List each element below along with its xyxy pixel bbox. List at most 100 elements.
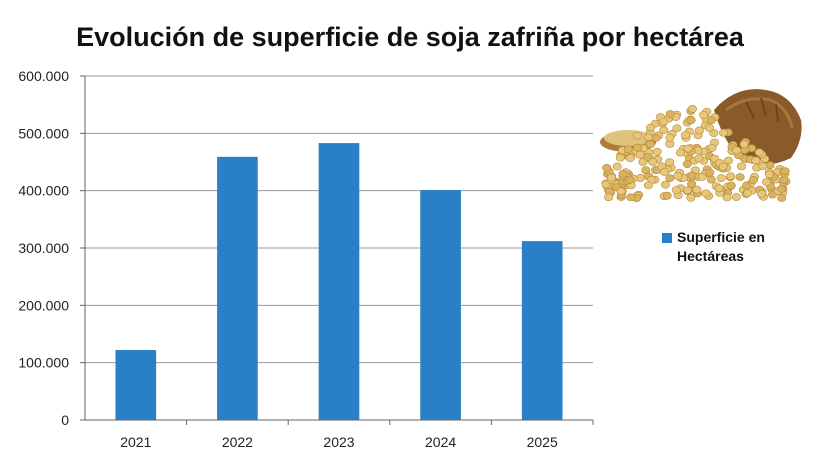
bar-2023 [318,143,360,420]
x-tick-labels: 2021 2022 2023 2024 2025 [120,434,558,450]
soybean [694,154,704,163]
soybean [645,140,655,149]
soybean [732,146,742,155]
soybean [748,176,758,184]
soybean [761,178,771,186]
soybean [615,153,625,162]
soybean [686,116,696,124]
soybean [625,154,635,162]
soybean [743,189,753,198]
soybean [612,162,622,171]
y-tick-label: 600.000 [18,68,69,84]
soybean [673,172,683,180]
bar-2022 [217,156,258,420]
soybean [648,158,658,166]
soybean [722,193,732,202]
soybean [618,169,628,178]
y-tick-label: 500.000 [18,125,69,141]
soybean [780,167,790,176]
soybean [701,189,711,198]
soybean [735,173,745,181]
soybean [686,193,696,202]
soybean [662,191,672,200]
soybean [709,129,719,137]
y-tick-label: 300.000 [18,240,69,256]
bar-2025 [521,241,563,420]
soybean [623,145,633,154]
soybean [671,186,681,194]
soybean [742,181,752,190]
soybean [757,189,767,198]
soybean [659,117,669,126]
soybean [675,148,685,157]
soybean [606,173,616,182]
soybean [660,180,670,189]
soybean [704,123,714,132]
bars [115,143,563,420]
soybean [751,156,761,165]
x-tick-label: 2024 [425,434,456,450]
soybean [687,105,697,113]
soybean [731,193,741,201]
soybean [699,111,709,119]
soybean [706,116,716,124]
bar-2021 [115,350,157,420]
soybean [602,163,612,172]
soybean [687,171,697,180]
soybean [625,175,635,184]
soybean [777,184,787,193]
soybean [604,193,614,202]
soybean [633,131,643,140]
soybean [687,180,697,188]
axes [80,75,594,425]
soybean [706,175,716,184]
soybean-pile [601,105,791,202]
soybean [651,134,661,142]
soybean [635,150,645,159]
soybean [723,156,733,165]
soybean [716,174,726,183]
soybean [719,128,729,137]
soybean [616,187,626,196]
soybean [714,184,724,193]
soybean [726,172,736,181]
x-tick-label: 2021 [120,434,151,450]
soybean [683,186,693,195]
soybean [758,162,768,170]
soybean [692,185,702,194]
soybean [632,143,642,152]
soybean-sack-image [600,89,802,202]
legend-swatch [662,233,672,243]
soybean [659,167,669,176]
soybean [665,174,675,183]
soybean [665,133,675,142]
y-tick-label: 200.000 [18,297,69,313]
y-tick-labels: 0 100.000 200.000 300.000 400.000 500.000 600.… [18,68,69,428]
soybean [764,170,774,179]
soybean [736,162,746,171]
x-tick-label: 2023 [323,434,354,450]
soybean [739,140,749,149]
y-tick-label: 100.000 [18,355,69,371]
soybean [697,172,707,181]
y-tick-label: 0 [61,412,69,428]
soybean [777,194,787,202]
soybean [643,153,653,161]
soybean [665,158,675,167]
soybean [652,147,662,156]
soybean [665,110,675,118]
soybean [754,148,764,157]
soybean [643,181,653,190]
x-tick-label: 2025 [527,434,558,450]
soybean [707,143,717,152]
soybean [683,144,693,153]
soybean [682,160,692,168]
x-tick-label: 2022 [222,434,253,450]
soybean [638,158,648,166]
soybean [694,126,704,135]
soybean [645,123,655,132]
y-tick-label: 400.000 [18,183,69,199]
legend-label: Superficie en Hectáreas [677,229,765,264]
chart-title: Evolución de superficie de soja zafriña … [76,22,744,52]
